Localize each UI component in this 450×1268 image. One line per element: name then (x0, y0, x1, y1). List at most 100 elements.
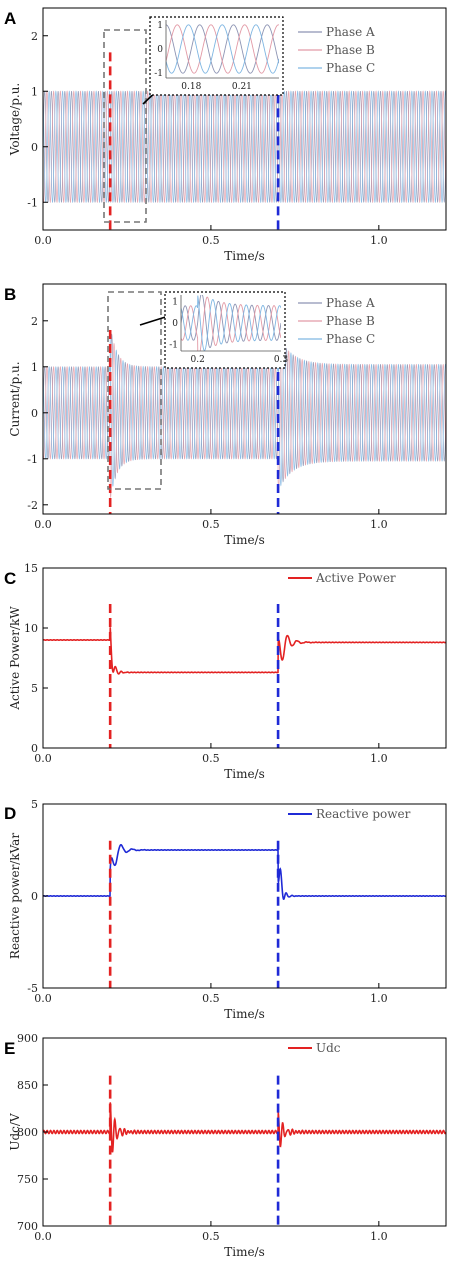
y-tick-label: 900 (17, 1032, 38, 1045)
x-tick-label: 0.0 (34, 518, 52, 531)
chart-panel-E: E 0.0 0.5 1.0 700 750 800 850 900 Time/s Udc/V Udc (4, 1032, 447, 1259)
plot-frame (42, 283, 447, 515)
series-line-1 (43, 843, 446, 900)
inset-series-line (181, 295, 281, 349)
x-axis-label: Time/s (224, 249, 265, 263)
y-tick-label: 2 (31, 30, 38, 43)
inset-y-tick-label: 0 (172, 319, 178, 329)
y-tick-label: -1 (27, 196, 38, 209)
x-tick-label: 0.5 (202, 518, 220, 531)
x-tick-label: 1.0 (370, 992, 388, 1005)
y-tick-label: -5 (27, 982, 38, 995)
x-tick-label: 1.0 (370, 752, 388, 765)
inset-series-line (166, 24, 279, 74)
plot-area (43, 627, 446, 675)
y-tick-label: 0 (31, 890, 38, 903)
inset-y-tick-label: -1 (154, 69, 163, 79)
chart-panel-D: D 0.0 0.5 1.0 -5 0 5 Time/s Reactive power/kVar R… (4, 798, 447, 1021)
y-tick-label: 1 (31, 85, 38, 98)
inset-y-tick-label: 0 (157, 45, 163, 55)
legend: Phase A Phase B Phase C (298, 25, 375, 75)
y-axis-label: Reactive power/kVar (8, 833, 22, 959)
y-tick-label: -2 (27, 499, 38, 512)
plot-frame (42, 567, 447, 749)
inset-y-tick-label: 1 (157, 21, 163, 31)
legend: Reactive power (288, 807, 411, 821)
x-tick-label: 0.5 (202, 992, 220, 1005)
plot-area (43, 1102, 446, 1153)
inset-y-tick-label: -1 (169, 341, 178, 351)
panel-letter: C (4, 569, 16, 588)
series-line-1 (43, 627, 446, 675)
x-tick-label: 1.0 (370, 518, 388, 531)
y-axis-label: Voltage/p.u. (8, 83, 22, 156)
plot-frame (42, 7, 447, 231)
legend-label: Udc (316, 1041, 341, 1055)
chart-panel-B: B 0.0 0.5 1.0 -2 -1 0 1 2 Time/s Current/p.u. Phase… (4, 283, 447, 547)
legend: Phase A Phase B Phase C (298, 296, 375, 346)
inset-x-tick-label: 0.2 (191, 355, 205, 365)
y-tick-label: 0 (31, 141, 38, 154)
inset: 0.18 0.21 1 0 -1 (149, 16, 284, 96)
y-tick-label: 850 (17, 1079, 38, 1092)
inset-frame (149, 16, 284, 96)
y-tick-label: 2 (31, 315, 38, 328)
y-tick-label: 15 (24, 562, 38, 575)
y-tick-label: -1 (27, 453, 38, 466)
series-line-1 (43, 1102, 446, 1153)
x-tick-label: 0.0 (34, 752, 52, 765)
x-tick-label: 0.0 (34, 1230, 52, 1243)
legend: Udc (288, 1041, 341, 1055)
panel-letter: A (4, 9, 16, 28)
inset-series-line (181, 296, 281, 351)
inset-series-line (166, 24, 279, 74)
series-line-1 (43, 333, 446, 483)
inset-series-line (166, 24, 279, 74)
x-axis-label: Time/s (224, 1245, 265, 1259)
x-tick-label: 0.0 (34, 992, 52, 1005)
x-tick-label: 0.0 (34, 234, 52, 247)
panel-letter: D (4, 804, 16, 823)
y-tick-label: 700 (17, 1220, 38, 1233)
plot-area (43, 843, 446, 900)
y-tick-label: 800 (17, 1126, 38, 1139)
x-tick-label: 1.0 (370, 234, 388, 247)
y-tick-label: 10 (24, 622, 38, 635)
inset-x-tick-label: 0.3 (274, 355, 289, 365)
x-tick-label: 1.0 (370, 1230, 388, 1243)
x-tick-label: 0.5 (202, 234, 220, 247)
x-axis-label: Time/s (224, 1007, 265, 1021)
x-axis-label: Time/s (224, 767, 265, 781)
inset-x-tick-label: 0.21 (232, 82, 252, 92)
zoom-region-box (103, 29, 147, 223)
chart-panel-A: A 0.0 0.5 1.0 -1 0 1 2 Time/s Voltage/p.u. Phase A… (4, 7, 447, 263)
legend-label: Phase C (326, 332, 375, 346)
panel-letter: B (4, 285, 16, 304)
legend-label: Phase B (326, 314, 375, 328)
series-line-1 (43, 90, 446, 203)
y-tick-label: 750 (17, 1173, 38, 1186)
legend-label: Active Power (315, 571, 396, 585)
y-axis-label: Active Power/kW (8, 606, 22, 711)
y-tick-label: 1 (31, 361, 38, 374)
legend-label: Phase C (326, 61, 375, 75)
inset-y-tick-label: 1 (172, 297, 178, 307)
legend-label: Phase B (326, 43, 375, 57)
legend: Active Power (288, 571, 396, 585)
panel-letter: E (4, 1039, 15, 1058)
x-tick-label: 0.5 (202, 752, 220, 765)
y-tick-label: 5 (31, 682, 38, 695)
inset-series-line (181, 295, 281, 351)
y-axis-label: Udc/V (8, 1113, 22, 1151)
y-tick-label: 5 (31, 798, 38, 811)
x-axis-label: Time/s (224, 533, 265, 547)
x-tick-label: 0.5 (202, 1230, 220, 1243)
inset-x-tick-label: 0.18 (181, 82, 201, 92)
legend-label: Phase A (326, 296, 375, 310)
legend-label: Reactive power (316, 807, 411, 821)
legend-label: Phase A (326, 25, 375, 39)
y-axis-label: Current/p.u. (8, 361, 22, 436)
y-tick-label: 0 (31, 742, 38, 755)
chart-panel-C: C 0.0 0.5 1.0 0 5 10 15 Time/s Active Power/kW Act… (4, 562, 447, 781)
